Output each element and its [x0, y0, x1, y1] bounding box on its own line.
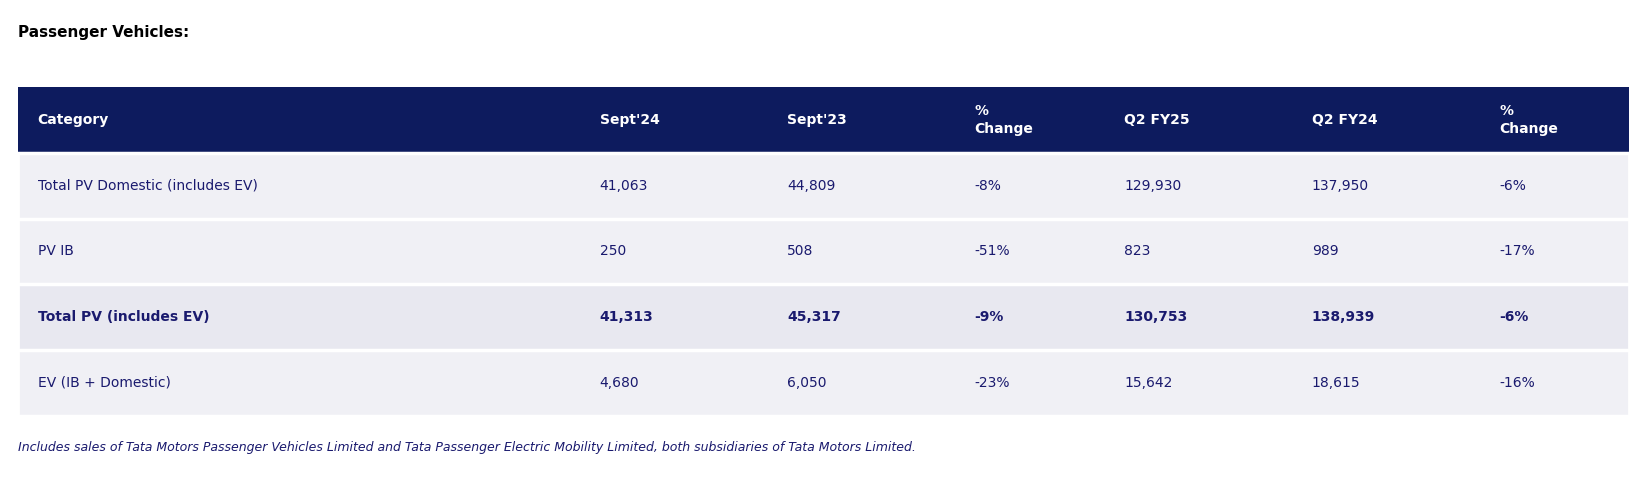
- Text: PV IB: PV IB: [38, 244, 74, 258]
- Text: -17%: -17%: [1499, 244, 1535, 258]
- Text: %
Change: % Change: [975, 104, 1033, 136]
- Text: -6%: -6%: [1499, 179, 1525, 193]
- Text: Total PV Domestic (includes EV): Total PV Domestic (includes EV): [38, 179, 257, 193]
- Text: 45,317: 45,317: [787, 310, 840, 324]
- Text: 137,950: 137,950: [1311, 179, 1369, 193]
- Text: 41,063: 41,063: [600, 179, 647, 193]
- Text: 129,930: 129,930: [1125, 179, 1181, 193]
- FancyBboxPatch shape: [18, 350, 1629, 416]
- Text: 823: 823: [1125, 244, 1151, 258]
- Text: 130,753: 130,753: [1125, 310, 1187, 324]
- Text: 18,615: 18,615: [1311, 376, 1360, 390]
- Text: -16%: -16%: [1499, 376, 1535, 390]
- Text: 989: 989: [1311, 244, 1339, 258]
- Text: -8%: -8%: [975, 179, 1001, 193]
- Text: 508: 508: [787, 244, 814, 258]
- Text: %
Change: % Change: [1499, 104, 1558, 136]
- FancyBboxPatch shape: [18, 218, 1629, 284]
- Text: Total PV (includes EV): Total PV (includes EV): [38, 310, 209, 324]
- Text: Passenger Vehicles:: Passenger Vehicles:: [18, 25, 189, 40]
- Text: Category: Category: [38, 113, 109, 127]
- Text: Sept'23: Sept'23: [787, 113, 847, 127]
- Text: 41,313: 41,313: [600, 310, 654, 324]
- FancyBboxPatch shape: [18, 153, 1629, 218]
- Text: 6,050: 6,050: [787, 376, 827, 390]
- Text: 15,642: 15,642: [1125, 376, 1173, 390]
- Text: -23%: -23%: [975, 376, 1010, 390]
- FancyBboxPatch shape: [18, 284, 1629, 350]
- Text: -51%: -51%: [975, 244, 1010, 258]
- Text: -6%: -6%: [1499, 310, 1528, 324]
- Text: 4,680: 4,680: [600, 376, 639, 390]
- Text: Includes sales of Tata Motors Passenger Vehicles Limited and Tata Passenger Elec: Includes sales of Tata Motors Passenger …: [18, 441, 916, 454]
- Text: 44,809: 44,809: [787, 179, 835, 193]
- Text: Q2 FY24: Q2 FY24: [1311, 113, 1377, 127]
- Text: Q2 FY25: Q2 FY25: [1125, 113, 1189, 127]
- Text: Sept'24: Sept'24: [600, 113, 659, 127]
- Text: 138,939: 138,939: [1311, 310, 1375, 324]
- Text: -9%: -9%: [975, 310, 1003, 324]
- Text: EV (IB + Domestic): EV (IB + Domestic): [38, 376, 170, 390]
- Text: 250: 250: [600, 244, 626, 258]
- FancyBboxPatch shape: [18, 87, 1629, 153]
